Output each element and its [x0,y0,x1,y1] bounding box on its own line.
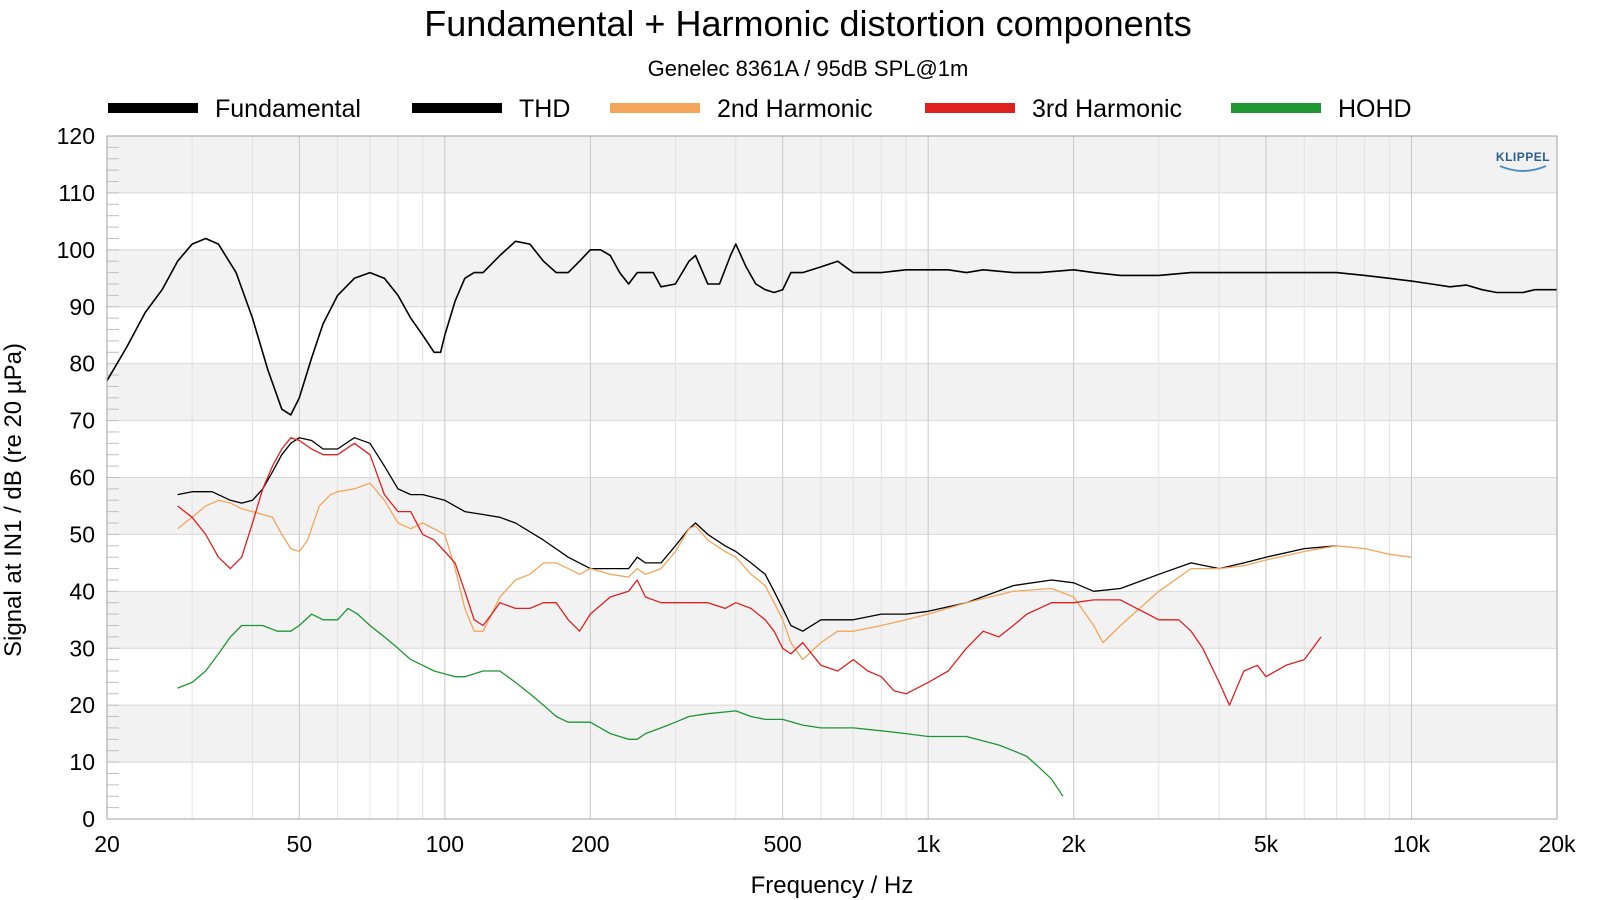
band [107,705,1557,763]
chart-subtitle: Genelec 8361A / 95dB SPL@1m [648,56,969,81]
logo-swoosh [1499,165,1547,172]
y-axis-label: Signal at IN1 / dB (re 20 µPa) [0,343,27,657]
y-tick-label: 70 [69,408,95,434]
series-line-2nd-harmonic [177,482,1412,661]
legend-swatch [1231,103,1321,113]
band [107,249,1557,307]
y-tick-label: 90 [69,294,95,320]
legend-swatch [610,103,700,113]
x-axis-label: Frequency / Hz [751,872,914,899]
x-tick-label: 5k [1254,831,1279,857]
legend-swatch [108,103,198,113]
band [107,363,1557,421]
y-tick-label: 50 [69,521,95,547]
series-layer [106,237,1557,797]
y-tick-label: 110 [58,180,95,206]
y-tick-label: 60 [69,465,95,491]
band [107,136,1557,193]
series-line-thd [177,437,1337,632]
series-line-fundamental [106,237,1557,416]
y-tick-label: 80 [69,351,95,377]
series-line-hohd [177,607,1064,797]
legend: Fundamental THD 2nd Harmonic 3rd Harmonic HO… [108,95,1412,123]
legend-swatch [412,103,502,113]
x-tick-label: 100 [426,831,464,857]
x-tick-label: 20k [1538,831,1576,857]
y-tick-label: 120 [57,123,95,149]
y-axis-ticks: 0 10 20 30 40 50 60 70 80 90 100 110 120 [57,123,95,832]
legend-label: THD [519,95,570,123]
legend-label: Fundamental [215,95,361,123]
band [107,477,1557,535]
series-line-3rd-harmonic [177,437,1322,706]
alternating-bands [107,136,1557,763]
x-tick-label: 20 [94,831,120,857]
x-tick-label: 2k [1062,831,1087,857]
y-tick-label: 0 [82,806,95,832]
x-tick-label: 1k [916,831,941,857]
legend-label: 2nd Harmonic [717,95,873,123]
y-tick-label: 40 [69,578,95,604]
klippel-logo: KLIPPEL [1496,150,1550,172]
legend-label: 3rd Harmonic [1032,95,1182,123]
chart-title: Fundamental + Harmonic distortion compon… [424,3,1191,44]
legend-label: HOHD [1338,95,1412,123]
y-tick-label: 20 [69,692,95,718]
x-axis-ticks: 20 50 100 200 500 1k 2k 5k 10k 20k [94,831,1576,857]
x-tick-label: 50 [287,831,313,857]
x-tick-label: 200 [571,831,609,857]
y-tick-label: 100 [57,237,95,263]
x-tick-label: 10k [1393,831,1431,857]
legend-swatch [925,103,1015,113]
plot-frame [106,135,1558,820]
x-tick-label: 500 [763,831,801,857]
y-tick-label: 10 [69,749,95,775]
y-tick-label: 30 [69,635,95,661]
logo-text: KLIPPEL [1496,150,1550,164]
